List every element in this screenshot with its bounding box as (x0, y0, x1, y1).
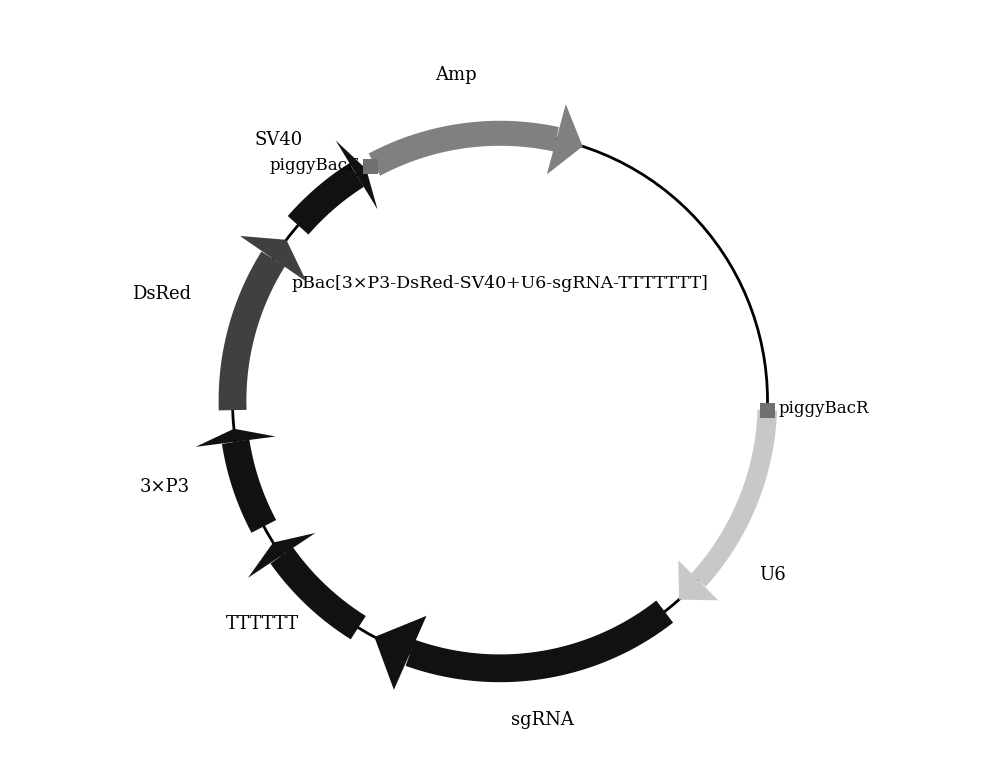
Text: pBac[3×P3-DsRed-SV40+U6-sgRNA-TTTTTTT]: pBac[3×P3-DsRed-SV40+U6-sgRNA-TTTTTTT] (292, 275, 708, 292)
Text: sgRNA: sgRNA (511, 711, 574, 729)
Polygon shape (547, 104, 583, 174)
Text: Amp: Amp (435, 67, 476, 84)
Polygon shape (248, 533, 315, 578)
Text: 3×P3: 3×P3 (140, 478, 190, 496)
Text: DsRed: DsRed (132, 285, 191, 304)
Text: TTTTTT: TTTTTT (226, 615, 299, 633)
Text: SV40: SV40 (255, 131, 303, 148)
Polygon shape (678, 560, 718, 600)
Polygon shape (336, 140, 378, 210)
Bar (760, 403, 775, 418)
Text: piggyBacF: piggyBacF (270, 157, 359, 174)
Bar (363, 160, 378, 174)
Text: piggyBacR: piggyBacR (779, 400, 869, 417)
Polygon shape (374, 615, 427, 690)
Polygon shape (196, 428, 276, 447)
Text: U6: U6 (759, 566, 785, 584)
Polygon shape (240, 236, 307, 282)
